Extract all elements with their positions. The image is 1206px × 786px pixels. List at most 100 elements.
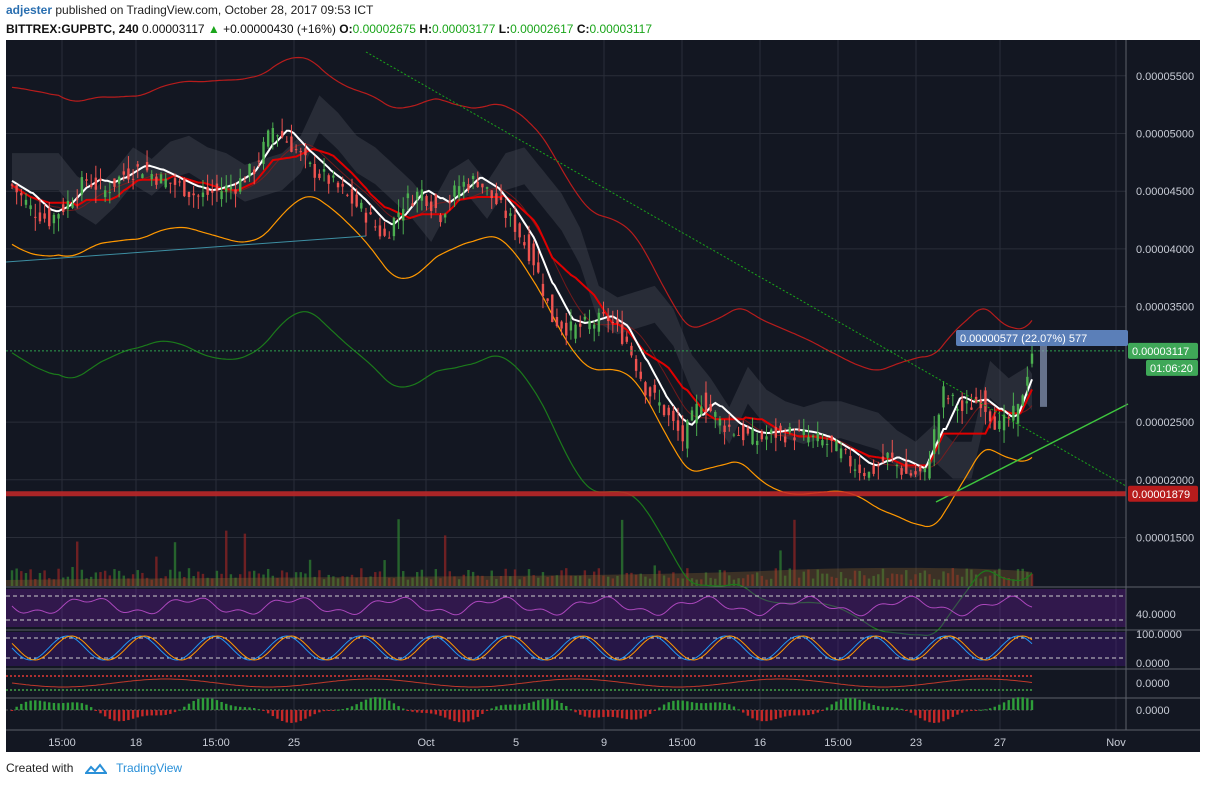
candle-body (509, 213, 512, 216)
stoch-d-line (11, 635, 1033, 661)
volume-bar (634, 574, 638, 586)
author-name[interactable]: adjester (6, 3, 53, 17)
osc2-histogram-bar (318, 710, 321, 713)
volume-bar (34, 578, 37, 586)
candle-body (783, 436, 787, 443)
osc2-histogram-bar (276, 710, 279, 719)
candle-body (369, 212, 372, 215)
volume-bar (751, 574, 754, 586)
volume-bar (718, 569, 722, 586)
osc2-histogram-bar (844, 697, 847, 710)
volume-bar (99, 572, 102, 586)
volume-bar (48, 578, 51, 586)
candle-body (38, 212, 42, 222)
price-chart[interactable]: 40.0000 100.0000 0.0000 0.0000 0.0000 0.0000… (6, 40, 1200, 752)
volume-bar (588, 578, 591, 586)
price-axis[interactable]: 0.00005500 0.00005000 0.00004500 0.00004000… (6, 40, 1200, 731)
candle-body (420, 189, 424, 201)
candle-body (71, 203, 74, 208)
ichimoku-cloud (12, 95, 1032, 479)
candle-body (364, 212, 368, 223)
candle-body (280, 131, 284, 138)
volume-bar (495, 578, 498, 586)
osc2-histogram-bar (38, 700, 42, 710)
osc2-histogram-bar (634, 710, 638, 720)
candle-body (378, 225, 382, 237)
volume-bar (80, 569, 84, 586)
trend-drawings[interactable] (6, 51, 1129, 503)
indicator-panes[interactable]: 40.0000 100.0000 0.0000 0.0000 0.0000 (6, 586, 1200, 723)
volume-bar (280, 570, 284, 586)
volume-bar (383, 560, 386, 586)
candle-body (136, 164, 139, 167)
osc2-histogram-bar (52, 702, 56, 710)
candle-body (592, 324, 596, 329)
volume-bar (546, 577, 549, 586)
osc2-histogram-bar (490, 708, 493, 710)
candle-body (951, 394, 955, 396)
volume-bar (839, 572, 843, 586)
candle-body (825, 443, 829, 445)
osc2-histogram-bar (802, 710, 805, 716)
candle-body (588, 320, 591, 330)
osc2-histogram-bar (150, 710, 153, 716)
candle-body (565, 322, 568, 336)
volume-bar (66, 576, 70, 586)
volume-bar (592, 571, 596, 586)
candle-body (66, 200, 70, 209)
osc2-histogram-bar (974, 710, 978, 711)
osc2-histogram-bar (951, 710, 955, 717)
candle-body (942, 386, 945, 408)
volume-bar (1007, 578, 1010, 586)
osc2-histogram-bar (155, 710, 158, 716)
candle-body (597, 312, 601, 332)
low-label: L: (498, 22, 511, 36)
osc2-histogram-bar (453, 710, 456, 722)
candle-body (103, 190, 107, 198)
volume-bar (905, 570, 908, 586)
osc2-histogram-bar (867, 703, 871, 710)
symbol-name[interactable]: BITTREX:GUPBTC, 240 (6, 22, 139, 36)
osc2-histogram-bar (145, 710, 149, 716)
osc2-histogram-bar (76, 702, 79, 710)
volume-bar (392, 578, 396, 586)
osc2-histogram-bar (350, 706, 354, 710)
candlesticks[interactable] (10, 118, 1034, 481)
osc2-histogram-bar (630, 710, 633, 720)
osc2-histogram-bar (667, 702, 670, 710)
candle-body (1002, 414, 1006, 431)
volume-bar (774, 568, 778, 586)
price-tick-label: 0.00004000 (1136, 244, 1194, 256)
volume-bar (695, 579, 698, 586)
osc2-histogram-bar (85, 704, 88, 710)
volume-bar (509, 576, 512, 586)
candle-body (1030, 353, 1034, 364)
candle-body (611, 321, 615, 323)
countdown-tag-bg (1146, 359, 1198, 376)
candle-body (970, 407, 973, 410)
osc2-histogram-bar (406, 710, 410, 711)
candle-body (294, 149, 298, 151)
candle-body (76, 198, 79, 200)
volume-bar (732, 579, 736, 586)
osc2-histogram-bar (183, 706, 186, 710)
osc2-histogram-bar (690, 702, 694, 710)
osc2-histogram-bar (257, 709, 261, 711)
candle-body (648, 387, 652, 397)
osc1-line (11, 678, 1033, 688)
osc2-histogram-bar (34, 700, 37, 710)
time-axis[interactable]: 15:00 18 15:00 25 Oct 5 9 15:00 16 15:00 23 27 Nov (48, 737, 1126, 749)
last-price-tag-bg (1128, 342, 1198, 359)
volume-bar (89, 576, 93, 586)
candle-body (341, 183, 344, 187)
change-value: +0.00000430 (+16%) (223, 22, 336, 36)
candle-body (844, 449, 847, 451)
candle-body (830, 435, 833, 441)
osc2-histogram-bar (532, 701, 535, 710)
osc2-histogram-bar (397, 706, 400, 710)
candle-body (714, 412, 717, 417)
price-tick-label: 0.00005500 (1136, 71, 1194, 83)
tradingview-brand[interactable]: TradingView (116, 761, 183, 775)
candle-body (89, 184, 93, 187)
candle-body (760, 431, 764, 440)
